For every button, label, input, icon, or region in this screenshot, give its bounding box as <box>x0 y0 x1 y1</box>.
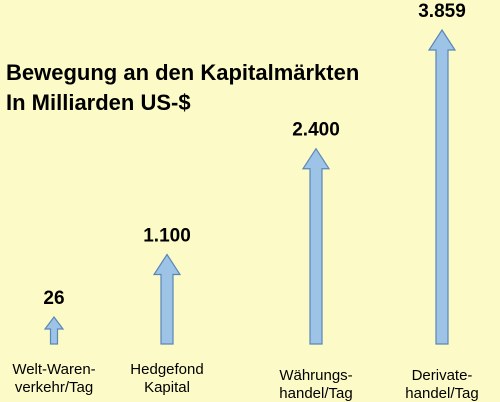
arrow-bar-0 <box>43 316 65 345</box>
category-label-1-line-0: Hedgefond <box>130 361 203 378</box>
chart-title: Bewegung an den Kapitalmärkten <box>6 60 359 85</box>
category-label-3: Derivate-handel/Tag <box>405 367 478 402</box>
value-label-3: 3.859 <box>418 1 466 22</box>
chart-marks: 26 Welt-Waren-verkehr/Tag 1.100 Hedgefond Ka… <box>12 1 478 402</box>
value-label-0: 26 <box>43 288 64 309</box>
category-label-3-line-0: Derivate- <box>412 367 473 384</box>
category-label-1-line-1: Kapital <box>144 379 190 396</box>
category-label-0: Welt-Waren-verkehr/Tag <box>12 361 95 396</box>
arrow-bar-1 <box>152 253 182 345</box>
category-label-0-line-1: verkehr/Tag <box>15 379 93 396</box>
arrow-bar-3 <box>427 28 457 345</box>
category-label-3-line-1: handel/Tag <box>405 385 478 402</box>
category-label-2-line-1: handel/Tag <box>279 385 352 402</box>
category-label-2-line-0: Währungs- <box>279 367 352 384</box>
chart-subtitle: In Milliarden US-$ <box>6 90 191 115</box>
arrow-bar-2 <box>301 147 331 345</box>
category-label-2: Währungs-handel/Tag <box>279 367 352 402</box>
value-label-1: 1.100 <box>143 225 191 246</box>
value-label-2: 2.400 <box>292 120 340 141</box>
category-label-0-line-0: Welt-Waren- <box>12 361 95 378</box>
category-label-1: Hedgefond Kapital <box>130 361 203 396</box>
